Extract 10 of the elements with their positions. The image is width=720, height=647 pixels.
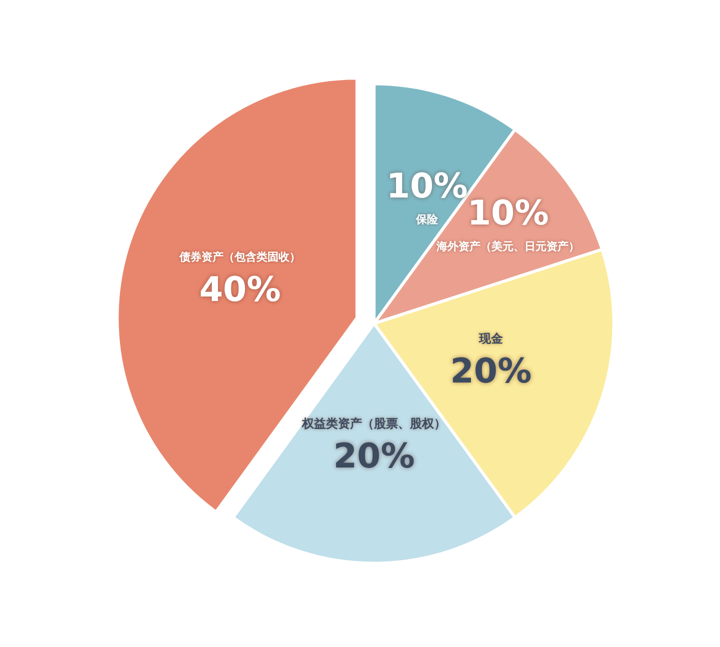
data-label: 40% (199, 270, 281, 310)
slice-label: 保险 (415, 213, 440, 226)
slice-label: 现金 (478, 331, 504, 346)
data-label: 10% (386, 166, 468, 207)
data-label: 10% (467, 194, 549, 234)
slice-label: 债券资产（包含类固收） (178, 250, 301, 264)
data-label: 20% (333, 436, 415, 476)
slice-label: 海外资产（美元、日元资产） (436, 240, 580, 253)
data-label: 20% (450, 351, 532, 392)
slice-label: 权益类资产（股票、股权） (301, 416, 446, 430)
